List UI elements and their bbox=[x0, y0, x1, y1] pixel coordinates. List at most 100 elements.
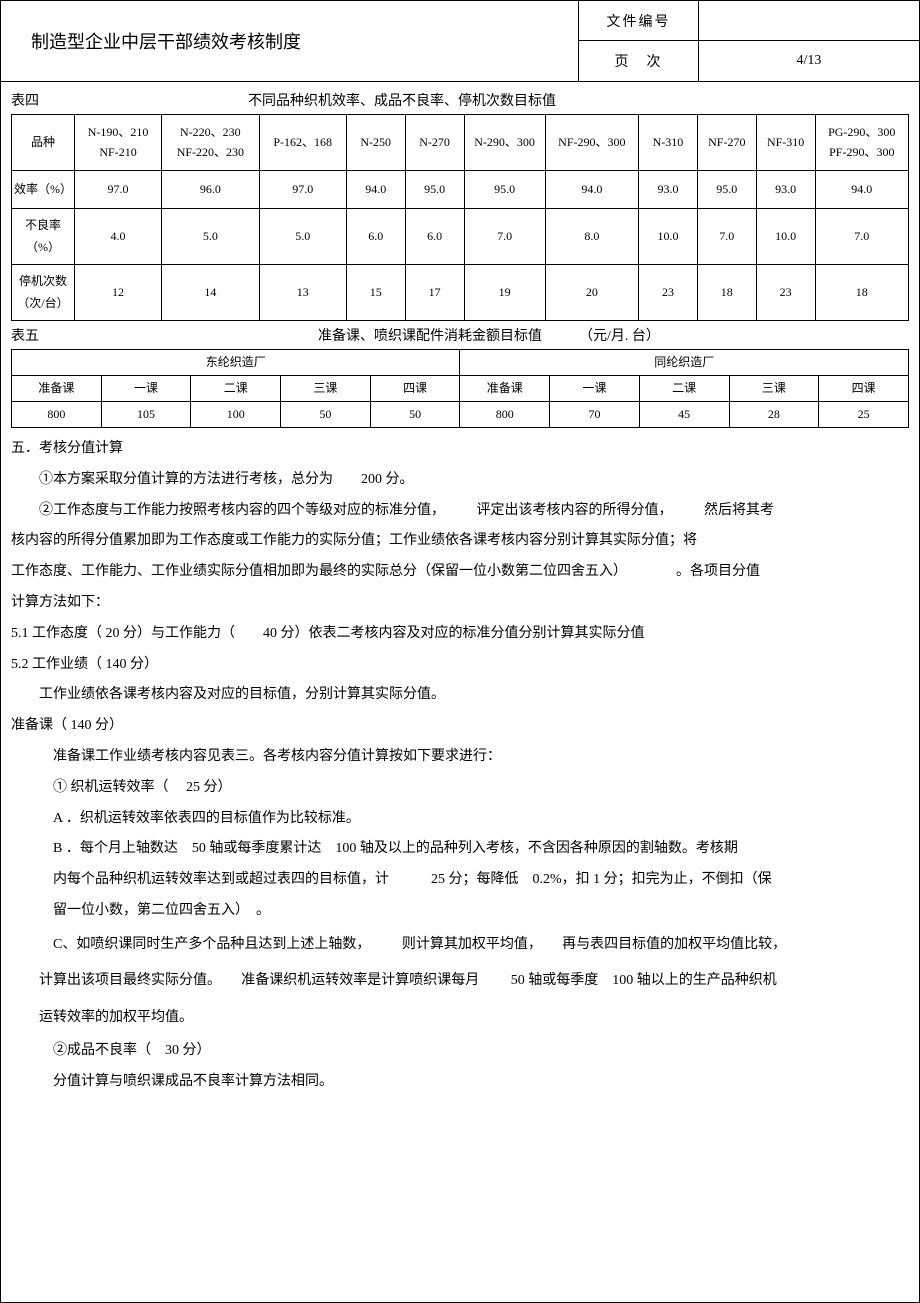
p7: 5.2 工作业绩（ 140 分） bbox=[11, 650, 909, 681]
table4-dt-0: 12 bbox=[74, 265, 161, 321]
table5-col-6: 一课 bbox=[550, 376, 640, 402]
table4-row-efficiency: 效率（%） 97.0 96.0 97.0 94.0 95.0 95.0 94.0… bbox=[12, 171, 909, 209]
page-label: 页 次 bbox=[579, 41, 699, 81]
table5-col-5: 准备课 bbox=[460, 376, 550, 402]
table5-caption-left: 表五 bbox=[11, 325, 71, 345]
p11: ① 织机运转效率（ 25 分） bbox=[11, 773, 909, 804]
table4-variety-8: NF-270 bbox=[697, 115, 756, 171]
table5-val-0: 800 bbox=[12, 402, 102, 428]
p6: 5.1 工作态度（ 20 分）与工作能力（ 40 分）依表二考核内容及对应的标准… bbox=[11, 619, 909, 650]
table4-row-downtime: 停机次数（次/台） 12 14 13 15 17 19 20 23 18 23 … bbox=[12, 265, 909, 321]
document-meta: 文件编号 页 次 4/13 bbox=[579, 1, 919, 81]
table5-col-3: 三课 bbox=[281, 376, 371, 402]
table4-head-downtime: 停机次数（次/台） bbox=[12, 265, 75, 321]
table5-val-2: 100 bbox=[191, 402, 281, 428]
table4-variety-10: PG-290、300 PF-290、300 bbox=[815, 115, 908, 171]
table4-def-9: 10.0 bbox=[756, 209, 815, 265]
table4-def-6: 8.0 bbox=[545, 209, 638, 265]
table4-def-1: 5.0 bbox=[162, 209, 259, 265]
p15: 计算出该项目最终实际分值。 准备课织机运转效率是计算喷织课每月 50 轴或每季度… bbox=[11, 963, 909, 999]
table5-col-8: 三课 bbox=[729, 376, 819, 402]
table4-dt-10: 18 bbox=[815, 265, 908, 321]
doc-no-value bbox=[699, 1, 919, 40]
table5-col-4: 四课 bbox=[370, 376, 460, 402]
table4-variety-7: N-310 bbox=[639, 115, 698, 171]
p16: 运转效率的加权平均值。 bbox=[11, 1000, 909, 1036]
table4-eff-5: 95.0 bbox=[464, 171, 545, 209]
table4-dt-2: 13 bbox=[259, 265, 346, 321]
sec5-title: 五．考核分值计算 bbox=[11, 434, 909, 465]
table4-dt-7: 23 bbox=[639, 265, 698, 321]
table4-dt-1: 14 bbox=[162, 265, 259, 321]
table4-eff-1: 96.0 bbox=[162, 171, 259, 209]
table5-col-2: 二课 bbox=[191, 376, 281, 402]
table5-row-columns: 准备课 一课 二课 三课 四课 准备课 一课 二课 三课 四课 bbox=[12, 376, 909, 402]
table4-eff-2: 97.0 bbox=[259, 171, 346, 209]
table4-dt-8: 18 bbox=[697, 265, 756, 321]
table4-dt-6: 20 bbox=[545, 265, 638, 321]
table4-def-7: 10.0 bbox=[639, 209, 698, 265]
table4-dt-3: 15 bbox=[346, 265, 405, 321]
table4-dt-5: 19 bbox=[464, 265, 545, 321]
table4-def-3: 6.0 bbox=[346, 209, 405, 265]
table5-factory-1: 同纶织造厂 bbox=[460, 350, 909, 376]
table5-col-7: 二课 bbox=[639, 376, 729, 402]
document-page: 制造型企业中层干部绩效考核制度 文件编号 页 次 4/13 表四 不同品种织机效… bbox=[0, 0, 920, 1303]
table5-caption-unit: （元/月. 台） bbox=[579, 329, 660, 344]
table4-caption-mid: 不同品种织机效率、成品不良率、停机次数目标值 bbox=[248, 90, 556, 110]
p4: 工作态度、工作能力、工作业绩实际分值相加即为最终的实际总分（保留一位小数第二位四… bbox=[11, 557, 909, 588]
table4-def-0: 4.0 bbox=[74, 209, 161, 265]
table4-variety-9: NF-310 bbox=[756, 115, 815, 171]
table4-row-defect: 不良率（%） 4.0 5.0 5.0 6.0 6.0 7.0 8.0 10.0 … bbox=[12, 209, 909, 265]
table5-factory-0: 东纶织造厂 bbox=[12, 350, 460, 376]
table5-val-7: 45 bbox=[639, 402, 729, 428]
p5: 计算方法如下： bbox=[11, 588, 909, 619]
table4-eff-0: 97.0 bbox=[74, 171, 161, 209]
table5-row-values: 800 105 100 50 50 800 70 45 28 25 bbox=[12, 402, 909, 428]
p12: A ．织机运转效率依表四的目标值作为比较标准。 bbox=[11, 804, 909, 835]
table4-def-2: 5.0 bbox=[259, 209, 346, 265]
table4-variety-1: N-220、230 NF-220、230 bbox=[162, 115, 259, 171]
p3: 核内容的所得分值累加即为工作态度或工作能力的实际分值；工作业绩依各课考核内容分别… bbox=[11, 526, 909, 557]
page-value: 4/13 bbox=[699, 41, 919, 81]
table4-variety-4: N-270 bbox=[405, 115, 464, 171]
table5-val-3: 50 bbox=[281, 402, 371, 428]
p1: ①本方案采取分值计算的方法进行考核，总分为 200 分。 bbox=[11, 465, 909, 496]
p13b: 内每个品种织机运转效率达到或超过表四的目标值，计 25 分；每降低 0.2%，扣… bbox=[11, 865, 909, 896]
p13a: B ．每个月上轴数达 50 轴或每季度累计达 100 轴及以上的品种列入考核，不… bbox=[11, 834, 909, 865]
table4-def-4: 6.0 bbox=[405, 209, 464, 265]
table5-caption-mid: 准备课、喷织课配件消耗金额目标值 bbox=[318, 325, 542, 345]
table4-head-variety: 品种 bbox=[12, 115, 75, 171]
table4-dt-4: 17 bbox=[405, 265, 464, 321]
table4-eff-3: 94.0 bbox=[346, 171, 405, 209]
table5-val-4: 50 bbox=[370, 402, 460, 428]
p14: C、如喷织课同时生产多个品种且达到上述上轴数， 则计算其加权平均值， 再与表四目… bbox=[11, 927, 909, 963]
table4-head-efficiency: 效率（%） bbox=[12, 171, 75, 209]
document-header: 制造型企业中层干部绩效考核制度 文件编号 页 次 4/13 bbox=[1, 1, 919, 82]
p8: 工作业绩依各课考核内容及对应的目标值，分别计算其实际分值。 bbox=[11, 680, 909, 711]
table5-val-1: 105 bbox=[101, 402, 191, 428]
table5-val-9: 25 bbox=[819, 402, 909, 428]
text-block: 五．考核分值计算 ①本方案采取分值计算的方法进行考核，总分为 200 分。 ②工… bbox=[11, 434, 909, 1098]
p2: ②工作态度与工作能力按照考核内容的四个等级对应的标准分值， 评定出该考核内容的所… bbox=[11, 496, 909, 527]
table5-caption: 表五 准备课、喷织课配件消耗金额目标值 （元/月. 台） bbox=[11, 325, 909, 345]
doc-no-label: 文件编号 bbox=[579, 1, 699, 40]
document-title: 制造型企业中层干部绩效考核制度 bbox=[1, 1, 579, 81]
table4-def-10: 7.0 bbox=[815, 209, 908, 265]
table4-variety-3: N-250 bbox=[346, 115, 405, 171]
table5-val-5: 800 bbox=[460, 402, 550, 428]
table5-col-9: 四课 bbox=[819, 376, 909, 402]
table4-def-8: 7.0 bbox=[697, 209, 756, 265]
table5-val-6: 70 bbox=[550, 402, 640, 428]
page-row: 页 次 4/13 bbox=[579, 41, 919, 81]
table4-eff-8: 95.0 bbox=[697, 171, 756, 209]
table5-val-8: 28 bbox=[729, 402, 819, 428]
p18: 分值计算与喷织课成品不良率计算方法相同。 bbox=[11, 1067, 909, 1098]
table5: 东纶织造厂 同纶织造厂 准备课 一课 二课 三课 四课 准备课 一课 二课 三课… bbox=[11, 349, 909, 428]
table4-head-defect: 不良率（%） bbox=[12, 209, 75, 265]
p10: 准备课工作业绩考核内容见表三。各考核内容分值计算按如下要求进行： bbox=[11, 742, 909, 773]
p9: 准备课（ 140 分） bbox=[11, 711, 909, 742]
p13c: 留一位小数，第二位四舍五入） 。 bbox=[11, 896, 909, 927]
table4: 品种 N-190、210 NF-210 N-220、230 NF-220、230… bbox=[11, 114, 909, 321]
document-body: 表四 不同品种织机效率、成品不良率、停机次数目标值 品种 N-190、210 N… bbox=[1, 82, 919, 1118]
